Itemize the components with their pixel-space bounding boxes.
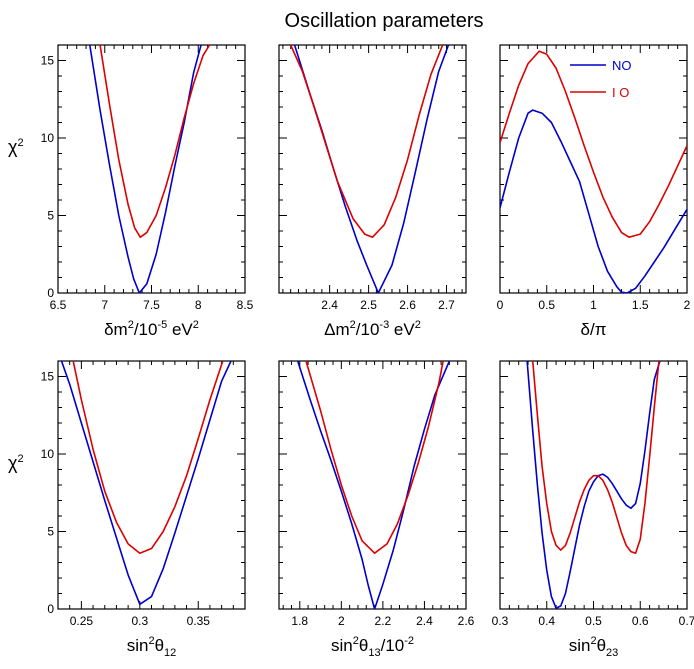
x-tick-label: 0 xyxy=(497,298,504,312)
plot-frame xyxy=(57,44,246,294)
x-tick-label: 6.5 xyxy=(50,298,67,312)
x-axis-label: Δm2/10-3 eV2 xyxy=(324,319,421,339)
io-curve xyxy=(289,45,444,238)
x-tick-label: 2.4 xyxy=(416,614,433,628)
x-tick-label: 8 xyxy=(195,298,202,312)
y-axis-label: χ2 xyxy=(8,453,24,473)
x-tick-label: 0.25 xyxy=(70,614,94,628)
y-tick-label: 10 xyxy=(41,447,55,461)
y-tick-label: 15 xyxy=(41,54,55,68)
x-tick-label: 0.35 xyxy=(187,614,211,628)
legend-label: NO xyxy=(612,58,632,73)
io-curve xyxy=(72,361,224,554)
x-tick-label: 0.5 xyxy=(538,298,555,312)
plot-frame xyxy=(278,360,467,610)
panel-4: 0.25 0.3 0.35 0 5 10 15 χ2 sin2θ12 xyxy=(8,360,246,659)
y-tick-label: 0 xyxy=(47,602,54,616)
panel-3: 0 0.5 1 1.5 2 δ/π xyxy=(497,44,691,339)
plot-frame xyxy=(499,360,688,610)
x-tick-label: 2.6 xyxy=(458,614,475,628)
y-tick-label: 15 xyxy=(41,370,55,384)
x-axis-label: δ/π xyxy=(581,320,607,339)
x-tick-label: 2.6 xyxy=(399,298,416,312)
x-tick-label: 2.7 xyxy=(438,298,455,312)
figure-title: Oscillation parameters xyxy=(285,10,484,32)
x-tick-label: 0.4 xyxy=(538,614,555,628)
no-curve xyxy=(296,361,451,609)
x-axis-label: sin2θ13/10-2 xyxy=(331,635,414,659)
legend-label: I O xyxy=(612,85,629,100)
x-tick-label: 7 xyxy=(101,298,108,312)
y-axis-label: χ2 xyxy=(8,137,24,157)
x-tick-label: 0.6 xyxy=(632,614,649,628)
panel-6: 0.3 0.4 0.5 0.6 0.7 sin2θ23 xyxy=(492,360,694,659)
x-axis-label: sin2θ12 xyxy=(127,635,177,659)
x-axis-label: sin2θ23 xyxy=(569,635,619,659)
panel-1: 6.5 7 7.5 8 8.5 0 5 10 15 χ2 δm2/10-5 eV2 xyxy=(8,44,254,339)
no-curve xyxy=(500,109,687,293)
x-tick-label: 2 xyxy=(338,614,345,628)
panel-5: 1.8 2 2.2 2.4 2.6 sin2θ13/10-2 xyxy=(278,360,475,659)
io-curve xyxy=(500,50,687,238)
io-curve xyxy=(99,45,211,238)
x-tick-label: 2.2 xyxy=(375,614,392,628)
y-tick-label: 0 xyxy=(47,286,54,300)
y-tick-label: 5 xyxy=(47,209,54,223)
x-tick-label: 0.3 xyxy=(131,614,148,628)
x-tick-label: 1.5 xyxy=(632,298,649,312)
x-tick-label: 2 xyxy=(684,298,691,312)
x-tick-label: 0.5 xyxy=(585,614,602,628)
x-axis-label: δm2/10-5 eV2 xyxy=(104,319,199,339)
x-tick-label: 2.5 xyxy=(360,298,377,312)
io-curve xyxy=(305,361,444,554)
no-curve xyxy=(88,45,202,293)
x-tick-label: 2.4 xyxy=(321,298,338,312)
x-tick-label: 1 xyxy=(590,298,597,312)
panel-2: 2.4 2.5 2.6 2.7 Δm2/10-3 eV2 xyxy=(278,44,467,339)
no-curve xyxy=(526,361,661,609)
x-tick-label: 0.3 xyxy=(492,614,509,628)
x-tick-label: 1.8 xyxy=(291,614,308,628)
io-curve xyxy=(531,361,660,554)
x-tick-label: 0.7 xyxy=(679,614,694,628)
y-tick-label: 5 xyxy=(47,525,54,539)
y-tick-label: 10 xyxy=(41,131,55,145)
no-curve xyxy=(293,45,450,293)
no-curve xyxy=(60,361,232,606)
x-tick-label: 7.5 xyxy=(143,298,160,312)
x-tick-label: 8.5 xyxy=(237,298,254,312)
